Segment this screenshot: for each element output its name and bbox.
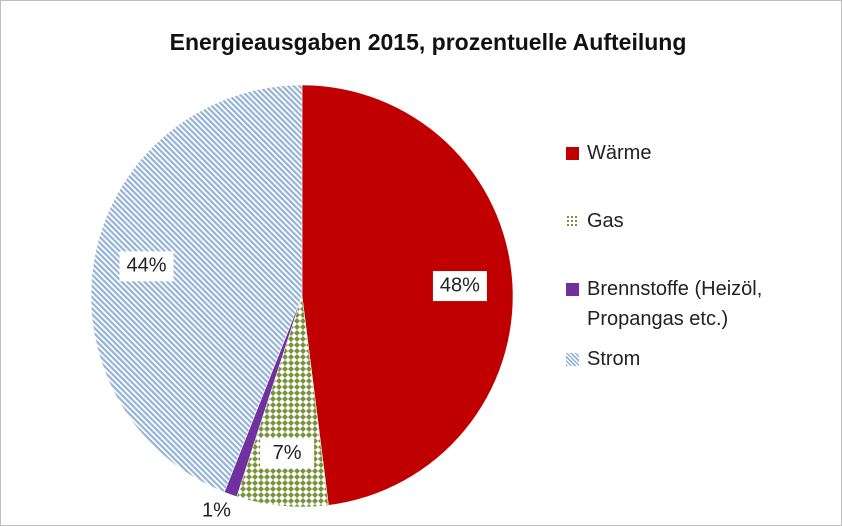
legend-label: Brennstoffe (Heizöl, Propangas etc.) (587, 278, 763, 330)
data-label: 1% (202, 500, 231, 522)
pie-slice (90, 84, 303, 493)
data-label: 48% (440, 274, 480, 296)
legend-swatch (566, 215, 579, 228)
legend-label: Wärme (587, 142, 652, 164)
legend: Wärme Gas Brennstoffe (Heizöl, Propangas e… (566, 138, 816, 374)
legend-label: Strom (587, 348, 641, 370)
legend-label: Gas (587, 210, 624, 232)
data-label-bg (119, 251, 174, 282)
data-label-bg (432, 271, 487, 302)
pie-slice (301, 84, 514, 506)
chart-title: Energieausgaben 2015, prozentuelle Aufte… (170, 29, 687, 55)
legend-swatch (566, 283, 579, 296)
legend-swatch (566, 353, 579, 366)
data-label: 44% (127, 255, 167, 277)
legend-item: Wärme (566, 138, 816, 168)
legend-swatch (566, 147, 579, 160)
legend-item: Gas (566, 206, 816, 236)
legend-item: Brennstoffe (Heizöl, Propangas etc.) (566, 274, 816, 334)
data-label: 7% (273, 442, 302, 464)
legend-item: Strom (566, 344, 816, 374)
data-label-bg (260, 438, 315, 469)
